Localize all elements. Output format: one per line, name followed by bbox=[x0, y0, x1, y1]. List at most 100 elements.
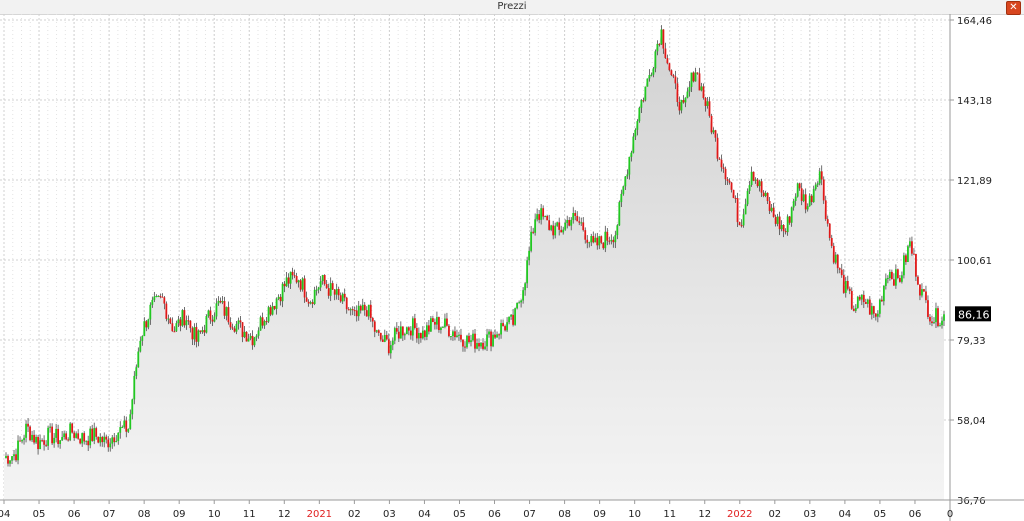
candle bbox=[257, 327, 260, 339]
candle bbox=[450, 335, 452, 341]
candle bbox=[39, 434, 41, 450]
candle bbox=[832, 242, 835, 265]
candle bbox=[57, 424, 60, 448]
candle bbox=[884, 273, 887, 290]
candle bbox=[103, 432, 106, 448]
candle bbox=[409, 326, 412, 340]
candle bbox=[890, 269, 893, 280]
candle bbox=[574, 210, 577, 221]
candle bbox=[369, 300, 372, 322]
candle bbox=[291, 267, 294, 280]
candle bbox=[554, 222, 557, 239]
candle bbox=[239, 316, 242, 328]
candle bbox=[620, 189, 623, 208]
candle bbox=[121, 425, 124, 429]
candle bbox=[313, 286, 316, 306]
candle bbox=[209, 306, 212, 324]
x-tick-label: 2022 bbox=[727, 509, 752, 520]
candle bbox=[405, 326, 408, 335]
candle bbox=[622, 185, 625, 196]
candle bbox=[808, 193, 811, 207]
close-button[interactable]: ✕ bbox=[1006, 1, 1021, 15]
close-icon: ✕ bbox=[1009, 2, 1018, 13]
candle bbox=[79, 438, 82, 445]
candle bbox=[943, 310, 945, 326]
x-tick-label: 09 bbox=[593, 509, 606, 520]
candle bbox=[285, 271, 288, 287]
x-tick-label: 0 bbox=[947, 509, 953, 520]
candle bbox=[478, 338, 480, 352]
candle bbox=[486, 328, 488, 352]
candle bbox=[576, 211, 579, 222]
candle bbox=[935, 302, 937, 328]
candle bbox=[432, 315, 434, 323]
candle bbox=[530, 225, 533, 253]
candle bbox=[195, 323, 198, 348]
candle bbox=[684, 97, 687, 108]
candle bbox=[606, 228, 609, 246]
candle bbox=[482, 338, 484, 351]
candle bbox=[105, 434, 108, 444]
candle bbox=[692, 71, 695, 83]
candle bbox=[592, 231, 595, 244]
candle bbox=[428, 320, 430, 335]
candle bbox=[604, 225, 607, 253]
candle bbox=[532, 227, 535, 235]
candle bbox=[686, 87, 689, 99]
candle bbox=[311, 299, 314, 308]
candle bbox=[732, 189, 735, 199]
candle bbox=[436, 311, 438, 330]
candle bbox=[876, 310, 879, 323]
candle bbox=[157, 295, 160, 298]
candle bbox=[776, 213, 779, 227]
candle bbox=[119, 421, 122, 439]
candle bbox=[490, 329, 492, 352]
candle bbox=[419, 332, 422, 343]
candle bbox=[658, 43, 661, 47]
candle bbox=[778, 211, 781, 236]
candle bbox=[826, 215, 829, 227]
candle bbox=[656, 40, 659, 56]
candle bbox=[624, 176, 627, 191]
candle bbox=[804, 188, 807, 214]
candle bbox=[271, 302, 274, 316]
candle bbox=[305, 291, 308, 302]
candle bbox=[261, 312, 264, 329]
candle bbox=[331, 280, 334, 290]
candle bbox=[383, 329, 386, 343]
candle bbox=[925, 285, 927, 304]
candle bbox=[746, 188, 749, 207]
window-title: Prezzi bbox=[497, 1, 527, 12]
candle bbox=[377, 329, 380, 336]
candle bbox=[97, 436, 100, 444]
candle bbox=[165, 301, 168, 322]
candle bbox=[207, 309, 210, 318]
candle bbox=[680, 99, 683, 114]
candle bbox=[347, 307, 350, 311]
candle bbox=[618, 200, 621, 226]
candle bbox=[494, 329, 496, 340]
candle bbox=[933, 317, 935, 325]
candle bbox=[882, 285, 885, 306]
candle bbox=[163, 296, 166, 310]
candle bbox=[91, 424, 94, 442]
candle bbox=[181, 309, 184, 327]
candle bbox=[229, 317, 232, 330]
candle bbox=[794, 193, 797, 206]
candle bbox=[830, 234, 833, 249]
candle bbox=[568, 217, 571, 227]
candle bbox=[752, 171, 755, 182]
candle bbox=[397, 325, 400, 343]
candle bbox=[548, 214, 551, 231]
candle bbox=[365, 306, 368, 317]
candle bbox=[556, 221, 559, 227]
candle bbox=[470, 334, 472, 347]
candle bbox=[937, 305, 939, 328]
candle bbox=[351, 306, 354, 316]
candle bbox=[714, 129, 717, 142]
candle bbox=[297, 279, 300, 288]
x-tick-label: 11 bbox=[243, 509, 256, 520]
candle bbox=[177, 316, 180, 328]
candle bbox=[279, 294, 282, 306]
candle bbox=[850, 287, 853, 310]
